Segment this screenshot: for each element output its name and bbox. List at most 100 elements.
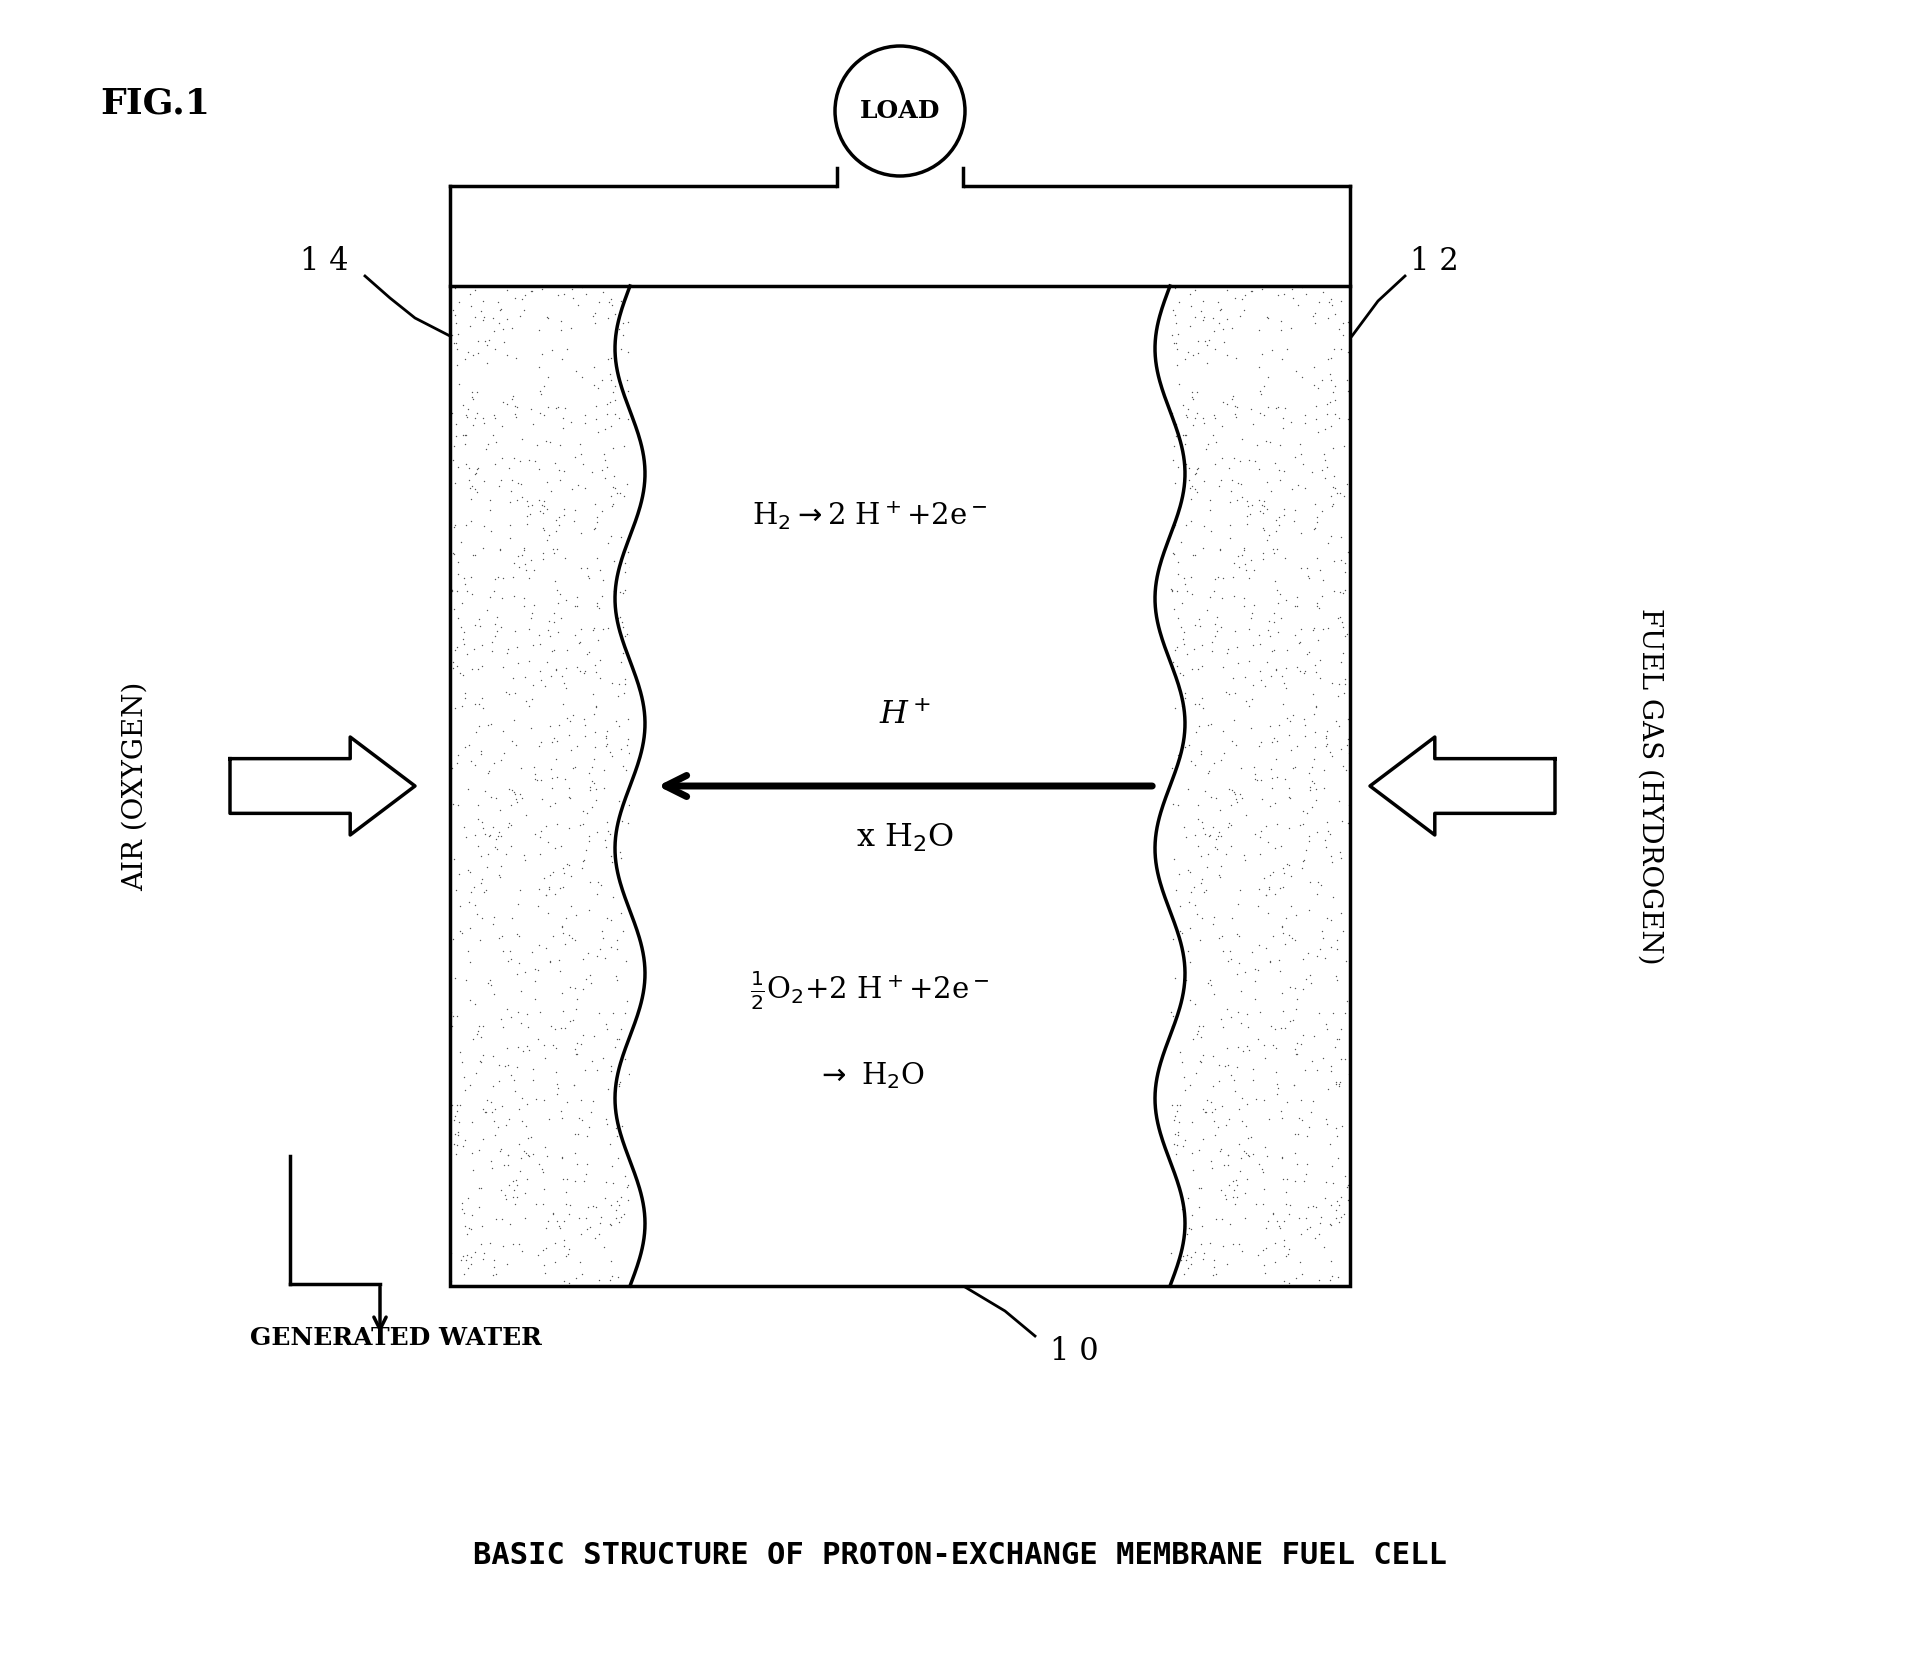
- Point: [1177, 473, 1208, 500]
- Point: [1286, 1106, 1317, 1133]
- Point: [597, 435, 628, 461]
- Point: [1308, 566, 1338, 593]
- Point: [561, 621, 591, 648]
- Point: [1283, 655, 1313, 681]
- Point: [507, 755, 538, 781]
- Point: [528, 1236, 559, 1263]
- Point: [1275, 408, 1306, 435]
- Point: [1261, 576, 1292, 603]
- Point: [455, 508, 486, 535]
- Point: [561, 591, 591, 618]
- Point: [563, 1121, 593, 1148]
- Point: [1198, 813, 1229, 840]
- Point: [1160, 1120, 1190, 1146]
- Point: [530, 935, 561, 961]
- Point: [574, 760, 605, 786]
- Point: [1217, 905, 1248, 931]
- Point: [586, 918, 616, 945]
- Point: [1261, 1081, 1292, 1108]
- Point: [518, 591, 549, 618]
- Point: [591, 1111, 622, 1138]
- Point: [470, 1098, 501, 1125]
- Point: [1158, 791, 1188, 818]
- Point: [528, 865, 559, 891]
- Point: [1265, 958, 1296, 985]
- Point: [1290, 965, 1321, 991]
- Point: [451, 1221, 482, 1248]
- Point: [555, 708, 586, 735]
- Point: [1240, 1085, 1271, 1111]
- Point: [1171, 450, 1202, 476]
- Point: [516, 715, 547, 741]
- Point: [1208, 1233, 1238, 1259]
- Point: [1261, 1035, 1292, 1061]
- Point: [528, 1158, 559, 1185]
- Point: [442, 1131, 472, 1158]
- Point: [1217, 1231, 1248, 1258]
- Point: [461, 460, 492, 486]
- Point: [1162, 453, 1192, 480]
- Point: [1294, 760, 1325, 786]
- Point: [1325, 337, 1356, 363]
- Point: [1185, 740, 1215, 766]
- Point: [461, 1060, 492, 1086]
- Point: [455, 1251, 486, 1278]
- Point: [1254, 861, 1284, 888]
- Point: [515, 648, 545, 675]
- Point: [1165, 1091, 1196, 1118]
- Point: [1235, 501, 1265, 528]
- Point: [1292, 1193, 1323, 1220]
- Point: [597, 493, 628, 520]
- Point: [578, 353, 609, 380]
- Point: [1284, 658, 1315, 685]
- Point: [1242, 766, 1273, 793]
- Point: [1288, 451, 1319, 478]
- Point: [566, 1221, 597, 1248]
- Point: [1248, 493, 1279, 520]
- Point: [1200, 623, 1231, 650]
- Point: [534, 608, 564, 635]
- Point: [1200, 611, 1231, 638]
- Point: [1244, 876, 1275, 903]
- Point: [1302, 1056, 1332, 1083]
- Point: [1210, 678, 1240, 705]
- Point: [1267, 855, 1298, 881]
- Point: [1275, 1191, 1306, 1218]
- Point: [1229, 1205, 1260, 1231]
- Point: [1213, 810, 1244, 836]
- Point: [467, 808, 497, 835]
- Point: [1261, 656, 1292, 683]
- Point: [1311, 1106, 1342, 1133]
- Point: [465, 1175, 495, 1201]
- Point: [516, 491, 547, 518]
- Point: [488, 1233, 518, 1259]
- Point: [438, 433, 468, 460]
- Point: [449, 570, 480, 596]
- Point: [1206, 295, 1236, 322]
- Point: [1187, 1213, 1217, 1240]
- Point: [570, 836, 601, 863]
- Point: [1173, 775, 1204, 801]
- Point: [459, 1240, 490, 1266]
- Point: [566, 520, 597, 546]
- Point: [522, 1241, 553, 1268]
- Point: [447, 1243, 478, 1269]
- Point: [1248, 402, 1279, 428]
- Point: [1258, 1201, 1288, 1228]
- Point: [555, 736, 586, 763]
- Point: [1277, 925, 1308, 951]
- Point: [453, 1185, 484, 1211]
- Point: [582, 418, 612, 445]
- Point: [1242, 1241, 1273, 1268]
- Point: [601, 936, 632, 963]
- Point: [513, 1091, 543, 1118]
- Point: [1173, 731, 1204, 758]
- Point: [561, 1264, 591, 1291]
- Point: [1175, 915, 1206, 941]
- Point: [1208, 388, 1238, 415]
- Point: [520, 448, 551, 475]
- Text: $\frac{1}{2}$O$_2$+2 H$^+$+2e$^-$: $\frac{1}{2}$O$_2$+2 H$^+$+2e$^-$: [751, 970, 991, 1013]
- Point: [1298, 353, 1329, 380]
- Point: [1179, 891, 1210, 918]
- Point: [541, 1208, 572, 1235]
